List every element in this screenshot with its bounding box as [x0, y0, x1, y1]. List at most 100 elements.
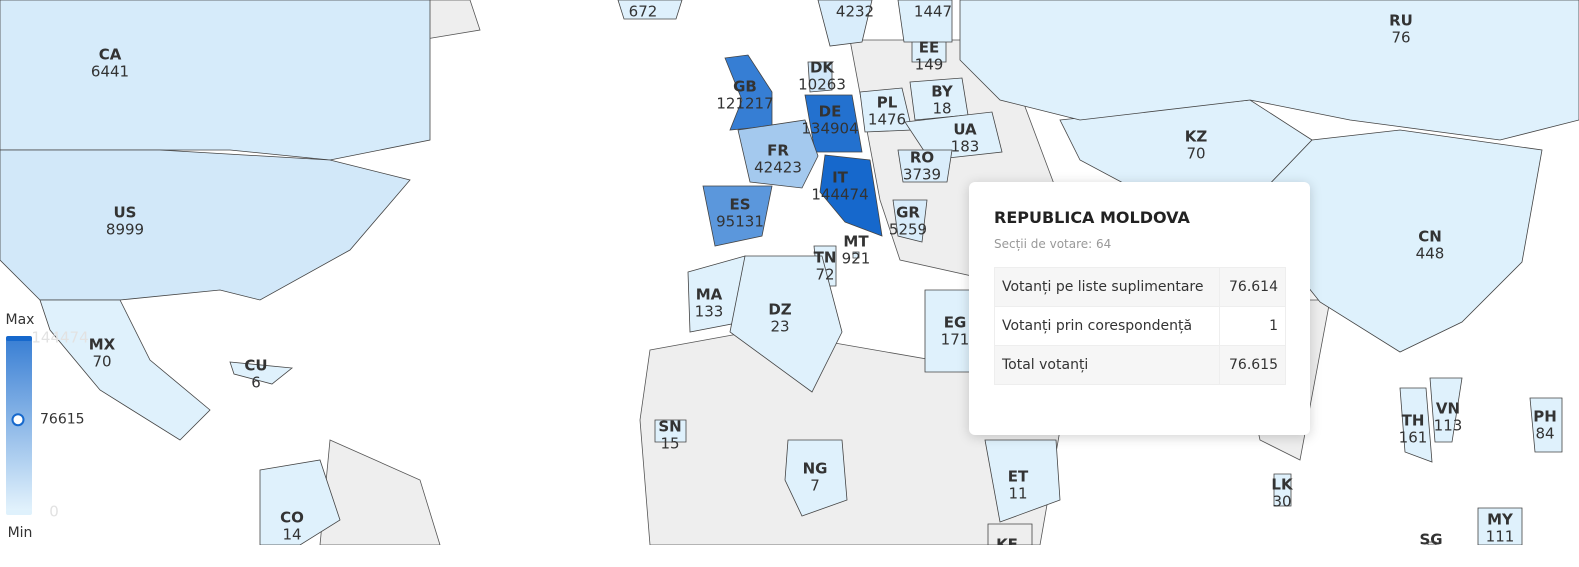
country-code: DE [819, 103, 842, 121]
country-code: CU [244, 357, 267, 375]
legend-min-label: Min [8, 525, 33, 541]
country [904, 111, 1003, 161]
country-value: 14 [282, 526, 301, 544]
country-code: LK [1271, 476, 1294, 494]
country-value: 15 [660, 435, 679, 453]
country-code: DK [810, 59, 835, 77]
legend-range [6, 510, 32, 515]
country-value: 11 [1008, 485, 1027, 503]
country-code: MX [89, 336, 116, 354]
country-code: FR [767, 142, 789, 160]
country [617, 0, 683, 20]
legend-max-label: Max [6, 312, 35, 328]
country [807, 61, 833, 93]
country-code: RO [910, 149, 934, 167]
tooltip-row: Total votanți 76.615 [994, 345, 1287, 385]
country-code: TN [814, 249, 837, 267]
country-code: MA [696, 286, 723, 304]
country-value: 134904 [801, 120, 858, 138]
country-code: GR [896, 204, 920, 222]
country [1529, 397, 1563, 453]
tooltip-value: 76.615 [1218, 345, 1287, 385]
country [984, 439, 1061, 523]
country [959, 0, 1579, 141]
country-code: CN [1418, 228, 1442, 246]
tooltip-table: Votanți pe liste suplimentare 76.614 Votan… [994, 267, 1287, 385]
country [0, 0, 431, 161]
country-code: EG [944, 314, 967, 332]
country-code: UA [953, 121, 977, 139]
country-value: 18 [932, 100, 951, 118]
country-code: SG [1419, 531, 1442, 549]
country [1429, 377, 1463, 443]
country-code: ES [729, 196, 750, 214]
country [897, 0, 953, 43]
country-value: 8999 [106, 221, 144, 239]
country-value: 133 [695, 303, 724, 321]
country [729, 255, 843, 393]
country-value: 1476 [868, 111, 906, 129]
country-value: 10263 [798, 76, 846, 94]
country-code: ET [1008, 468, 1029, 486]
country-value: 121217 [716, 95, 773, 113]
legend-current-label: 76615 [40, 412, 85, 428]
legend: 144474 0 Max Min 76615 [6, 312, 89, 541]
country-value: 5259 [889, 221, 927, 239]
country-code: NO [842, 0, 867, 4]
country-code: PH [1533, 408, 1557, 426]
country-value: 183 [951, 138, 980, 156]
country-code: GB [733, 78, 757, 96]
country-value: 111 [1486, 528, 1515, 546]
country [892, 199, 928, 243]
country-value: 149 [915, 56, 944, 74]
country-value: 7 [810, 477, 820, 495]
tooltip-title: REPUBLICA MOLDOVA [994, 208, 1190, 227]
tooltip-value: 76.614 [1218, 267, 1287, 307]
country [39, 299, 211, 441]
country-code: CO [280, 509, 304, 527]
country [804, 94, 863, 153]
country [0, 149, 411, 301]
country-value: 672 [629, 3, 658, 21]
country-code: DZ [768, 301, 791, 319]
legend-range [6, 336, 32, 341]
bottom-strip [0, 545, 1579, 567]
country [817, 0, 873, 47]
country-code: SN [658, 418, 681, 436]
country-value: 70 [1186, 145, 1205, 163]
country [1273, 473, 1292, 507]
country [897, 149, 953, 183]
country-code: US [114, 204, 137, 222]
country [229, 361, 294, 385]
tooltip: REPUBLICA MOLDOVA Secții de votare: 64 V… [969, 182, 1310, 435]
country-value: 171 [941, 331, 970, 349]
tooltip-value: 1 [1218, 306, 1287, 346]
country-value: 95131 [716, 213, 764, 231]
country [737, 119, 819, 189]
country-value: 4232 [836, 3, 874, 21]
country-code: PL [877, 94, 898, 112]
country-value: 72 [815, 266, 834, 284]
country-code: EE [919, 39, 940, 57]
country-value: 1447 [914, 3, 952, 21]
tooltip-label: Votanți pe liste suplimentare [994, 267, 1220, 307]
legend-min-value: 0 [49, 503, 59, 521]
country-code: VN [1436, 400, 1460, 418]
country-value: 448 [1416, 245, 1445, 263]
country [784, 439, 848, 517]
country-code: IT [832, 169, 849, 187]
tooltip-label: Total votanți [994, 345, 1220, 385]
country-code: FI [925, 0, 941, 4]
country-value: 23 [770, 318, 789, 336]
country-value: 30 [1272, 493, 1291, 511]
country [819, 154, 883, 237]
country-value: 42423 [754, 159, 802, 177]
tooltip-row: Votanți prin corespondență 1 [994, 306, 1287, 346]
country [654, 419, 687, 443]
tooltip-label: Votanți prin corespondență [994, 306, 1220, 346]
country-value: 3739 [903, 166, 941, 184]
